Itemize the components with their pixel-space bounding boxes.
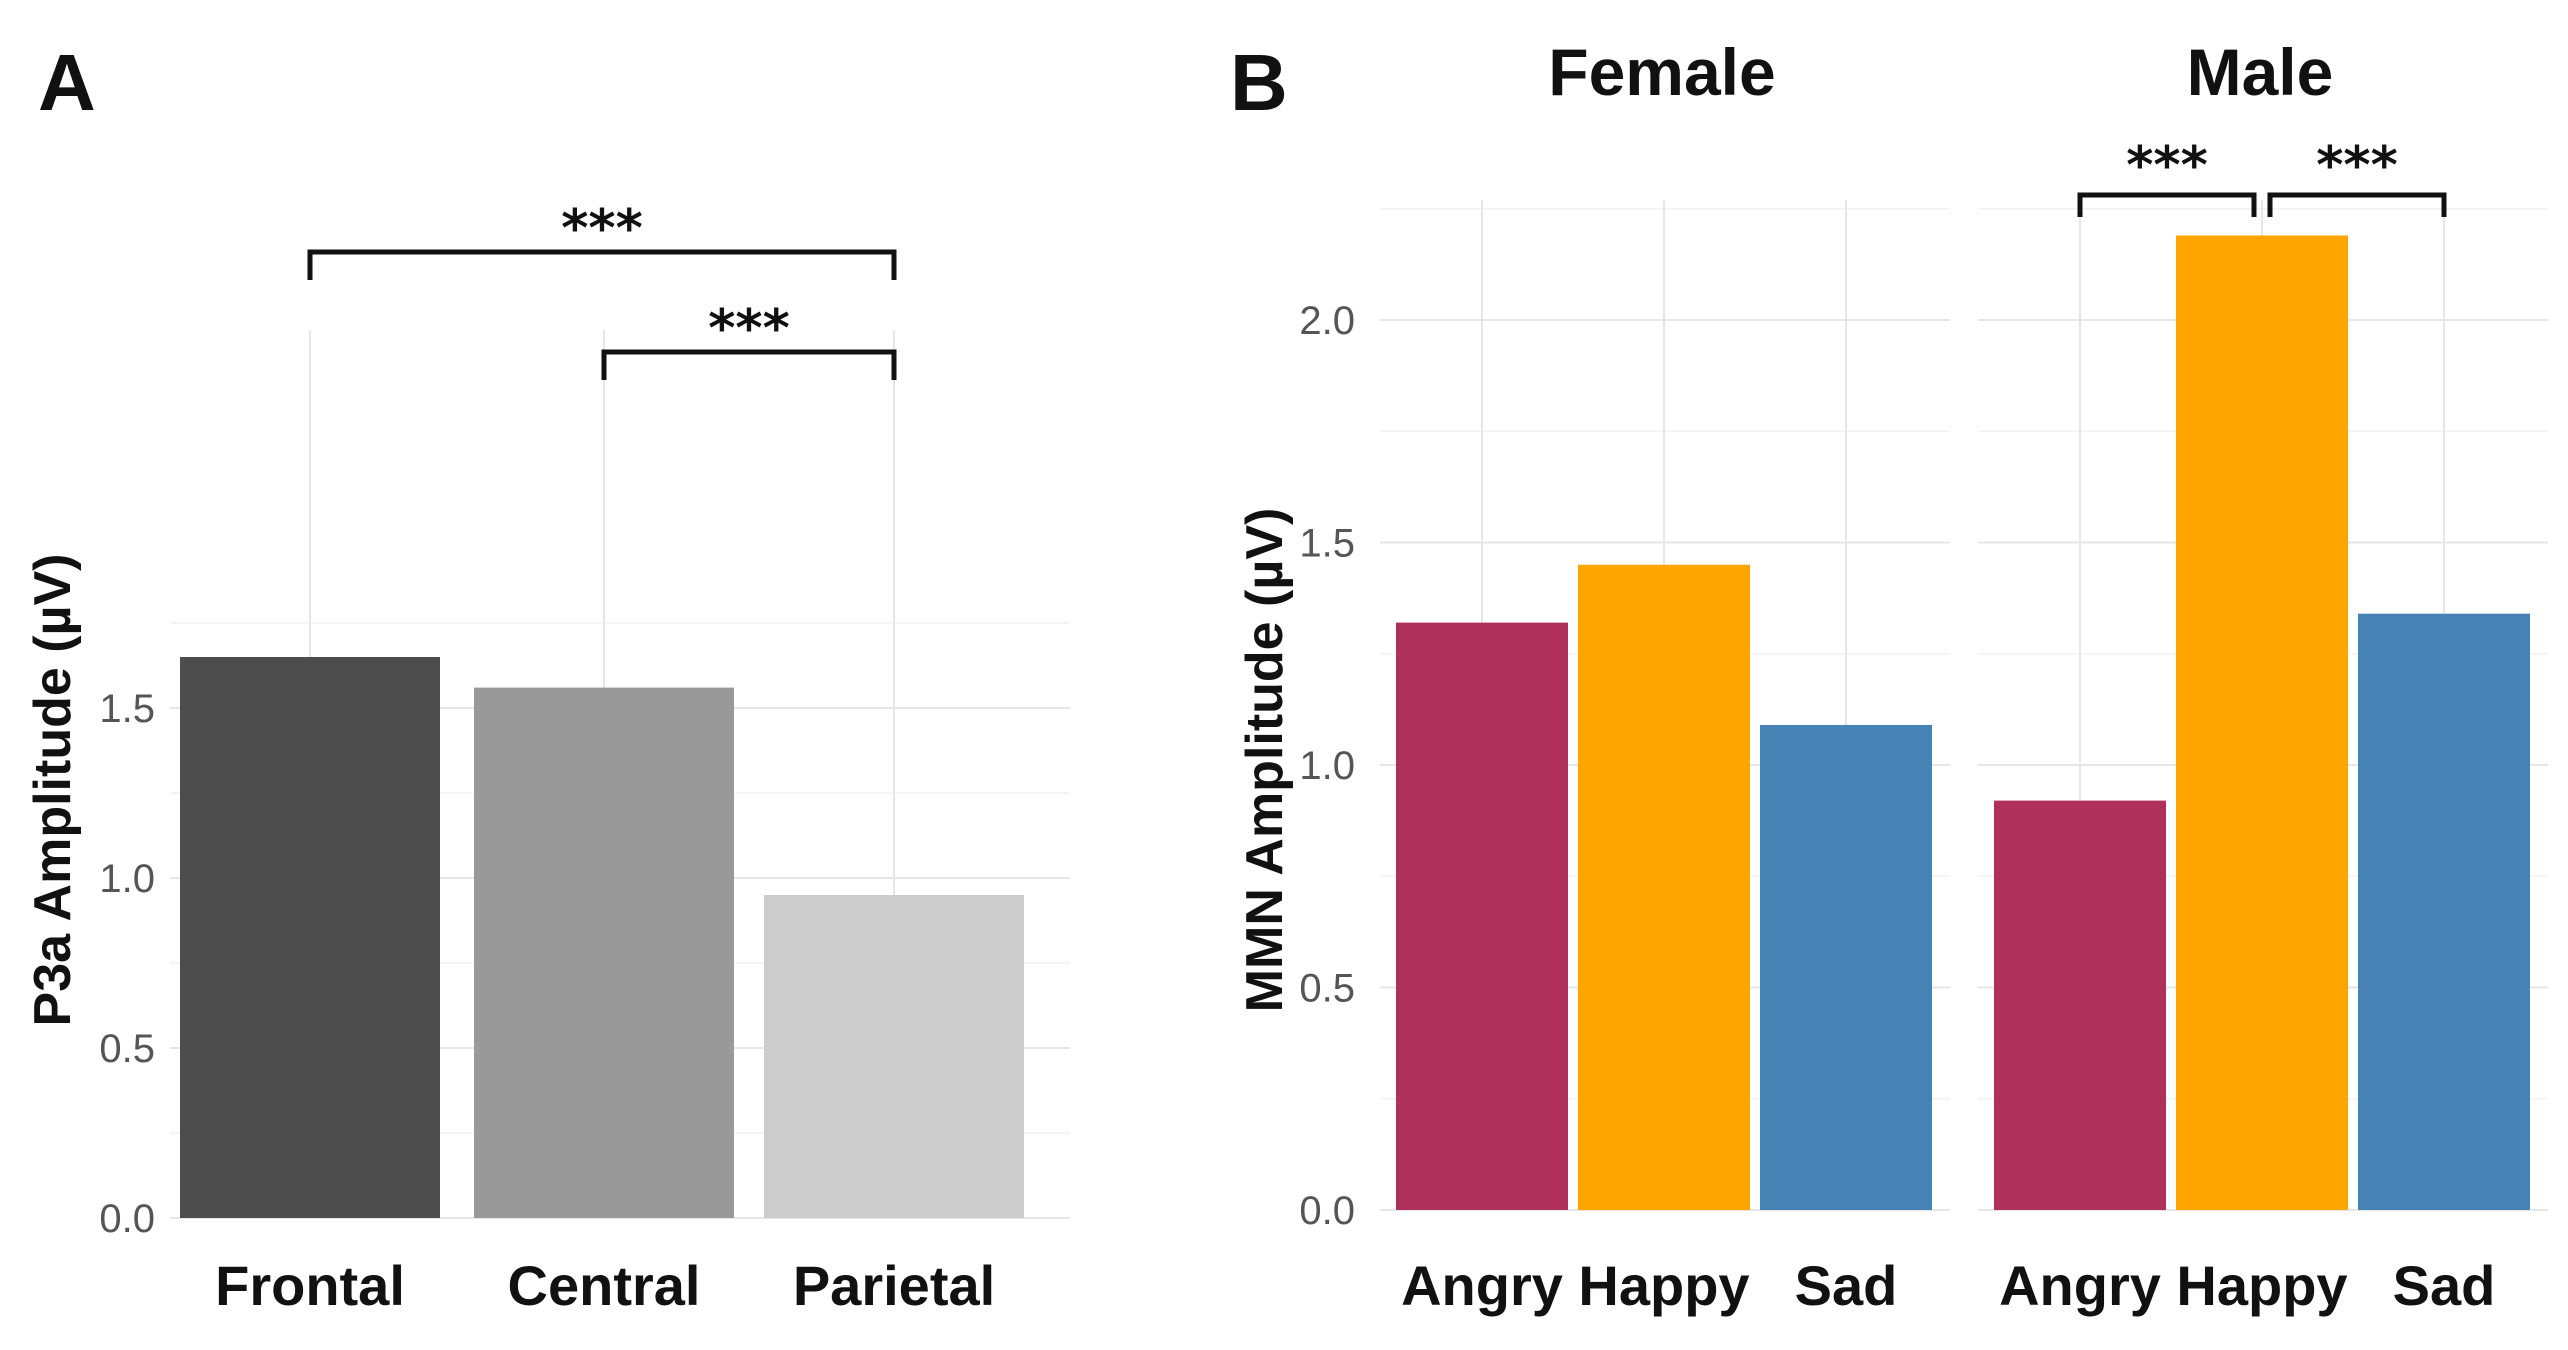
significance-bracket: [2267, 192, 2447, 217]
panel-a-y-tick-label: 1.0: [99, 857, 155, 901]
x-tick-male-sad: Sad: [2393, 1254, 2496, 1317]
facet-title-female: Female: [1548, 35, 1775, 109]
panel-a-y-ticks: 0.0 0.5 1.0 1.5: [99, 687, 155, 1241]
panel-a-significance: *** ***: [307, 199, 897, 380]
panel-a: A P3a Amplitude (µV) 0.0 0.5 1.0 1.5 Fronta…: [24, 38, 1070, 1317]
panel-b-y-tick-label: 0.5: [1299, 967, 1355, 1011]
significance-label: ***: [2126, 136, 2208, 196]
panel-a-y-tick-label: 0.5: [99, 1027, 155, 1071]
panel-b-x-ticks: Angry Happy Sad Angry Happy Sad: [1401, 1254, 2495, 1317]
panel-b-y-tick-label: 0.0: [1299, 1189, 1355, 1233]
bar-female-happy: [1578, 564, 1750, 1210]
x-tick-parietal: Parietal: [793, 1254, 995, 1317]
panel-a-y-tick-label: 0.0: [99, 1197, 155, 1241]
bar-female-angry: [1396, 622, 1568, 1210]
panel-b-y-tick-label: 1.0: [1299, 744, 1355, 788]
panel-b-y-tick-label: 1.5: [1299, 522, 1355, 566]
x-tick-male-happy: Happy: [2176, 1254, 2347, 1317]
panel-a-label: A: [38, 38, 96, 127]
bar-male-angry: [1994, 800, 2166, 1210]
significance-label: ***: [2316, 136, 2398, 196]
x-tick-female-angry: Angry: [1401, 1254, 1563, 1317]
significance-bracket: [601, 349, 897, 380]
bar-frontal: [180, 657, 440, 1218]
bar-female-sad: [1760, 724, 1932, 1210]
panel-b: B MMN Amplitude (µV) Female Male 0.0 0.5 1…: [1230, 35, 2548, 1317]
panel-a-y-tick-label: 1.5: [99, 687, 155, 731]
panel-b-bars: [1396, 235, 2530, 1210]
x-tick-male-angry: Angry: [1999, 1254, 2161, 1317]
facet-title-male: Male: [2187, 35, 2334, 109]
bar-central: [474, 687, 734, 1218]
significance-label: ***: [708, 299, 790, 359]
panel-a-bars: [180, 657, 1024, 1218]
bar-parietal: [764, 895, 1024, 1218]
panel-b-y-ticks: 0.0 0.5 1.0 1.5 2.0: [1299, 299, 1355, 1233]
x-tick-central: Central: [508, 1254, 701, 1317]
significance-bracket: [307, 249, 897, 280]
x-tick-female-sad: Sad: [1795, 1254, 1898, 1317]
panel-a-x-ticks: Frontal Central Parietal: [215, 1254, 995, 1317]
panel-b-y-tick-label: 2.0: [1299, 299, 1355, 343]
bar-male-happy: [2176, 235, 2348, 1210]
bar-male-sad: [2358, 613, 2530, 1210]
panel-a-y-axis-label: P3a Amplitude (µV): [24, 554, 82, 1027]
significance-label: ***: [561, 199, 643, 259]
panel-b-significance: *** ***: [2077, 136, 2447, 217]
panel-b-label: B: [1230, 38, 1288, 127]
x-tick-frontal: Frontal: [215, 1254, 405, 1317]
x-tick-female-happy: Happy: [1578, 1254, 1749, 1317]
panel-b-y-axis-label: MMN Amplitude (µV): [1236, 508, 1294, 1013]
significance-bracket: [2077, 192, 2257, 217]
